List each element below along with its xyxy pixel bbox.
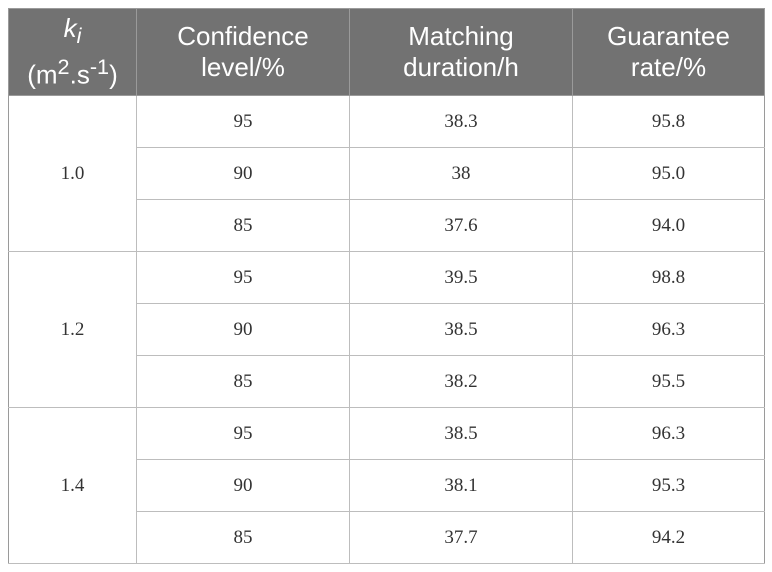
rate-cell: 95.5 bbox=[572, 355, 765, 408]
duration-cell: 38.1 bbox=[349, 459, 573, 512]
confidence-cell: 90 bbox=[136, 147, 350, 200]
confidence-cell: 85 bbox=[136, 511, 350, 564]
k-symbol: k bbox=[63, 13, 77, 44]
table-row: 90 38.5 96.3 bbox=[9, 303, 765, 356]
table-row: 85 38.2 95.5 bbox=[9, 355, 765, 408]
guarantee-line2: rate/% bbox=[630, 52, 707, 82]
duration-cell: 38.2 bbox=[349, 355, 573, 408]
duration-cell: 37.7 bbox=[349, 511, 573, 564]
data-table: ki (m2.s-1) Confidence level/% Matching … bbox=[8, 8, 765, 564]
table-row: 85 37.7 94.2 bbox=[9, 511, 765, 564]
confidence-cell: 85 bbox=[136, 355, 350, 408]
guarantee-line1: Guarantee bbox=[607, 21, 730, 51]
table-row: 1.0 95 38.3 95.8 bbox=[8, 95, 765, 252]
rate-cell: 98.8 bbox=[572, 251, 765, 304]
table-row: 90 38 95.0 bbox=[9, 147, 765, 200]
rate-cell: 94.0 bbox=[572, 199, 765, 252]
confidence-cell: 95 bbox=[136, 95, 350, 148]
duration-cell: 37.6 bbox=[349, 199, 573, 252]
duration-cell: 39.5 bbox=[349, 251, 573, 304]
header-confidence: Confidence level/% bbox=[136, 8, 350, 96]
k-unit-pre: (m bbox=[27, 59, 58, 90]
table-header: ki (m2.s-1) Confidence level/% Matching … bbox=[8, 8, 765, 96]
rate-cell: 96.3 bbox=[572, 303, 765, 356]
duration-cell: 38 bbox=[349, 147, 573, 200]
table-row: 1.4 95 38.5 96.3 bbox=[8, 407, 765, 564]
rate-cell: 95.3 bbox=[572, 459, 765, 512]
table-body: 1.0 95 38.3 95.8 90 38 95.0 85 37.6 94.0… bbox=[8, 95, 765, 564]
header-k: ki (m2.s-1) bbox=[8, 8, 137, 96]
duration-line1: Matching bbox=[408, 21, 514, 51]
rate-cell: 95.8 bbox=[572, 95, 765, 148]
duration-line2: duration/h bbox=[403, 52, 519, 82]
k-value-cell: 1.0 bbox=[8, 95, 137, 252]
table-row: 1.2 95 39.5 98.8 bbox=[8, 251, 765, 408]
confidence-cell: 85 bbox=[136, 199, 350, 252]
confidence-line2: level/% bbox=[201, 52, 285, 82]
table-row: 85 37.6 94.0 bbox=[9, 199, 765, 252]
k-unit-sup2: -1 bbox=[89, 54, 110, 80]
confidence-cell: 90 bbox=[136, 459, 350, 512]
rate-cell: 96.3 bbox=[572, 407, 765, 460]
k-value-cell: 1.2 bbox=[8, 251, 137, 408]
duration-cell: 38.3 bbox=[349, 95, 573, 148]
rate-cell: 94.2 bbox=[572, 511, 765, 564]
header-duration: Matching duration/h bbox=[349, 8, 573, 96]
k-unit-post: ) bbox=[109, 59, 118, 90]
k-unit-mid: .s bbox=[69, 59, 90, 90]
table-row: 90 38.1 95.3 bbox=[9, 459, 765, 512]
confidence-cell: 95 bbox=[136, 407, 350, 460]
k-subscript: i bbox=[76, 23, 82, 49]
duration-cell: 38.5 bbox=[349, 303, 573, 356]
k-unit-sup1: 2 bbox=[57, 54, 70, 80]
header-row: ki (m2.s-1) Confidence level/% Matching … bbox=[8, 8, 765, 96]
header-guarantee: Guarantee rate/% bbox=[572, 8, 765, 96]
rate-cell: 95.0 bbox=[572, 147, 765, 200]
confidence-cell: 95 bbox=[136, 251, 350, 304]
duration-cell: 38.5 bbox=[349, 407, 573, 460]
confidence-cell: 90 bbox=[136, 303, 350, 356]
confidence-line1: Confidence bbox=[177, 21, 309, 51]
k-value-cell: 1.4 bbox=[8, 407, 137, 564]
